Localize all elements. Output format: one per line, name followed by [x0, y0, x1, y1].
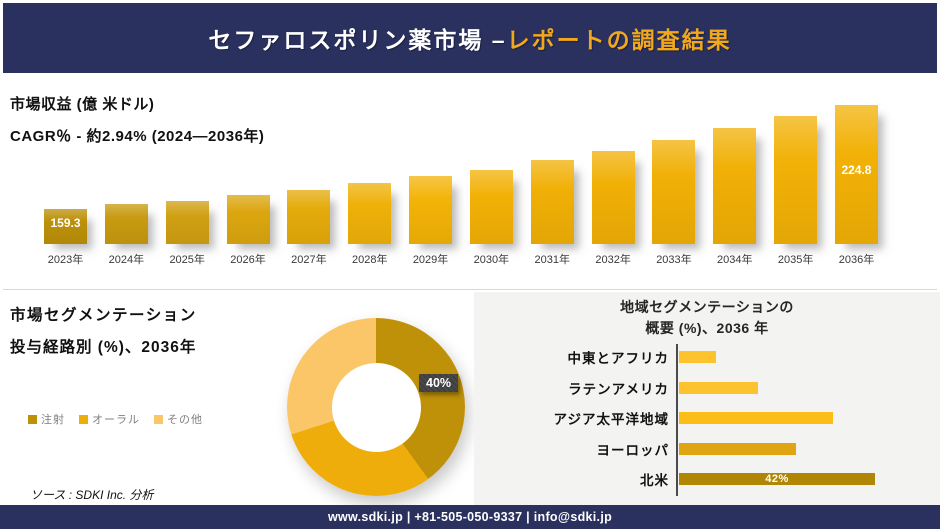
footer-contact: www.sdki.jp | +81-505-050-9337 | info@sd… [327, 510, 613, 524]
revenue-bar-column: 224.8 2036年 [834, 105, 878, 267]
revenue-bar-value: 224.8 [841, 163, 872, 177]
revenue-bar-column: 2029年 [409, 176, 453, 267]
regional-category-label: 中東とアフリカ [567, 351, 669, 366]
header-banner: セファロスポリン薬市場 – レポートの調査結果 [3, 3, 937, 73]
regional-row: 北米 42% [474, 470, 875, 488]
revenue-bar-column: 2024年 [104, 204, 148, 267]
footer-bar: www.sdki.jp | +81-505-050-9337 | info@sd… [0, 505, 940, 529]
revenue-bar [530, 160, 574, 244]
revenue-bar-column: 2030年 [469, 169, 513, 268]
legend-swatch [154, 414, 163, 424]
revenue-year-label: 2024年 [108, 254, 145, 266]
revenue-bar-column: 2028年 [348, 183, 392, 267]
revenue-year-label: 2036年 [838, 254, 875, 266]
revenue-bar: 224.8 [834, 105, 878, 244]
regional-bar [679, 351, 717, 363]
revenue-bar-column: 2035年 [774, 116, 818, 267]
legend-swatch [79, 414, 88, 424]
revenue-bar [591, 151, 635, 244]
regional-row: ヨーロッパ [474, 440, 796, 458]
revenue-year-label: 2025年 [169, 254, 205, 266]
revenue-year-label: 2035年 [777, 254, 814, 266]
segmentation-subtitle: 投与経路別 (%)、2036年 [10, 339, 197, 356]
regional-category-label: 北米 [640, 473, 669, 488]
donut-callout-40: 40% [419, 374, 459, 392]
regional-bar [679, 442, 796, 455]
revenue-bar: 159.3 [44, 209, 87, 244]
page-title: セファロスポリン薬市場 – [208, 27, 507, 53]
revenue-bar [287, 190, 331, 244]
revenue-bar-column: 2032年 [591, 151, 635, 267]
regional-bar-value: 42% [765, 473, 789, 485]
revenue-year-label: 2033年 [656, 254, 692, 266]
revenue-bar-column: 2031年 [530, 160, 574, 267]
legend-label: 注射 [41, 414, 65, 426]
revenue-bar [774, 116, 818, 244]
regional-category-label: アジア太平洋地域 [553, 412, 669, 427]
regional-panel: 地域セグメンテーションの 概要 (%)、2036 年 中東とアフリカ ラテンアメリ… [474, 292, 940, 505]
donut-hole [331, 362, 421, 452]
regional-row: 中東とアフリカ [474, 348, 717, 366]
revenue-bar-column: 159.3 2023年 [44, 209, 87, 267]
revenue-bar-value: 159.3 [50, 216, 81, 231]
revenue-bar-column: 2026年 [226, 195, 270, 267]
revenue-bar-column: 2027年 [287, 190, 331, 267]
regional-title-line2: 概要 (%)、2036 年 [645, 320, 769, 336]
segmentation-title: 市場セグメンテーション [10, 307, 197, 324]
revenue-bar [713, 128, 757, 244]
revenue-bar [469, 169, 513, 244]
revenue-year-label: 2031年 [534, 254, 570, 266]
revenue-year-label: 2029年 [412, 254, 449, 266]
revenue-year-label: 2028年 [351, 254, 388, 266]
revenue-year-label: 2027年 [291, 254, 327, 266]
section-divider [3, 289, 937, 290]
legend-label: オーラル [92, 414, 140, 426]
axis-line [676, 344, 678, 496]
page-title-accent: レポートの調査結果 [506, 27, 732, 53]
legend-item: その他 [154, 411, 203, 427]
revenue-bar [226, 195, 270, 244]
revenue-cagr-subtitle: CAGR％ - 約2.94% (2024―2036年) [10, 128, 265, 145]
legend-item: 注射 [28, 411, 65, 427]
regional-bar: 42% [679, 473, 875, 485]
source-note: ソース : SDKI Inc. 分析 [30, 488, 154, 502]
revenue-bar-column: 2025年 [165, 201, 209, 267]
revenue-chart-title: 市場収益 (億 米ドル) [10, 96, 155, 113]
regional-row: ラテンアメリカ [474, 379, 759, 397]
revenue-year-label: 2034年 [717, 254, 753, 266]
revenue-bar [104, 204, 148, 244]
revenue-bar [348, 183, 392, 244]
regional-title-line1: 地域セグメンテーションの [620, 299, 794, 315]
revenue-bar [165, 201, 209, 244]
legend-item: オーラル [79, 411, 140, 427]
revenue-bar [652, 140, 696, 244]
donut-chart: 40% [287, 318, 465, 496]
revenue-bar-column: 2034年 [713, 128, 757, 267]
revenue-year-label: 2032年 [595, 254, 631, 266]
regional-bar [679, 412, 833, 424]
regional-row: アジア太平洋地域 [474, 409, 833, 427]
legend-label: その他 [167, 414, 203, 426]
regional-bar [679, 381, 759, 394]
revenue-year-label: 2023年 [47, 254, 84, 266]
revenue-year-label: 2026年 [230, 254, 266, 266]
regional-chart-title: 地域セグメンテーションの 概要 (%)、2036 年 [474, 297, 940, 339]
revenue-bar-chart: 159.3 2023年 2024年 2025年 2026年 2027年 2028年 2029年… [44, 104, 878, 267]
regional-category-label: ラテンアメリカ [568, 381, 669, 397]
donut-legend: 注射 オーラル その他 [28, 411, 203, 427]
regional-category-label: ヨーロッパ [596, 442, 669, 458]
revenue-year-label: 2030年 [473, 254, 510, 266]
revenue-bar [409, 176, 453, 244]
legend-swatch [28, 414, 37, 424]
revenue-bar-column: 2033年 [652, 140, 696, 267]
